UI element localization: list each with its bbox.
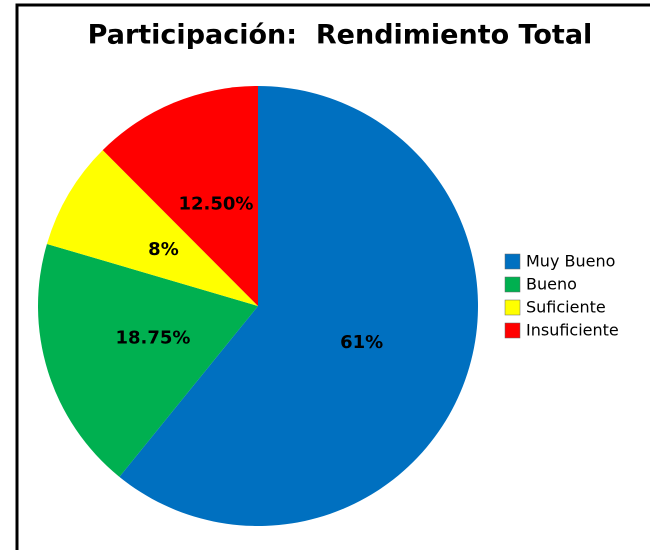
data-label: 61%: [340, 332, 383, 353]
legend-label: Muy Bueno: [526, 252, 615, 271]
data-label: 12.50%: [179, 193, 254, 214]
legend-swatch: [504, 299, 521, 316]
data-label: 18.75%: [115, 328, 190, 349]
legend-swatch: [504, 253, 521, 270]
pie-slice: [119, 86, 479, 526]
legend-label: Bueno: [526, 275, 577, 294]
legend-swatch: [504, 276, 521, 293]
legend-swatch: [504, 322, 521, 339]
data-label: 8%: [148, 239, 179, 260]
legend-label: Suficiente: [526, 298, 606, 317]
pie-slice: [46, 150, 259, 306]
pie-slice: [102, 86, 259, 306]
chart-title: Participación: Rendimiento Total: [88, 20, 593, 51]
pie-slice: [38, 243, 258, 477]
legend-label: Insuficiente: [526, 321, 619, 340]
